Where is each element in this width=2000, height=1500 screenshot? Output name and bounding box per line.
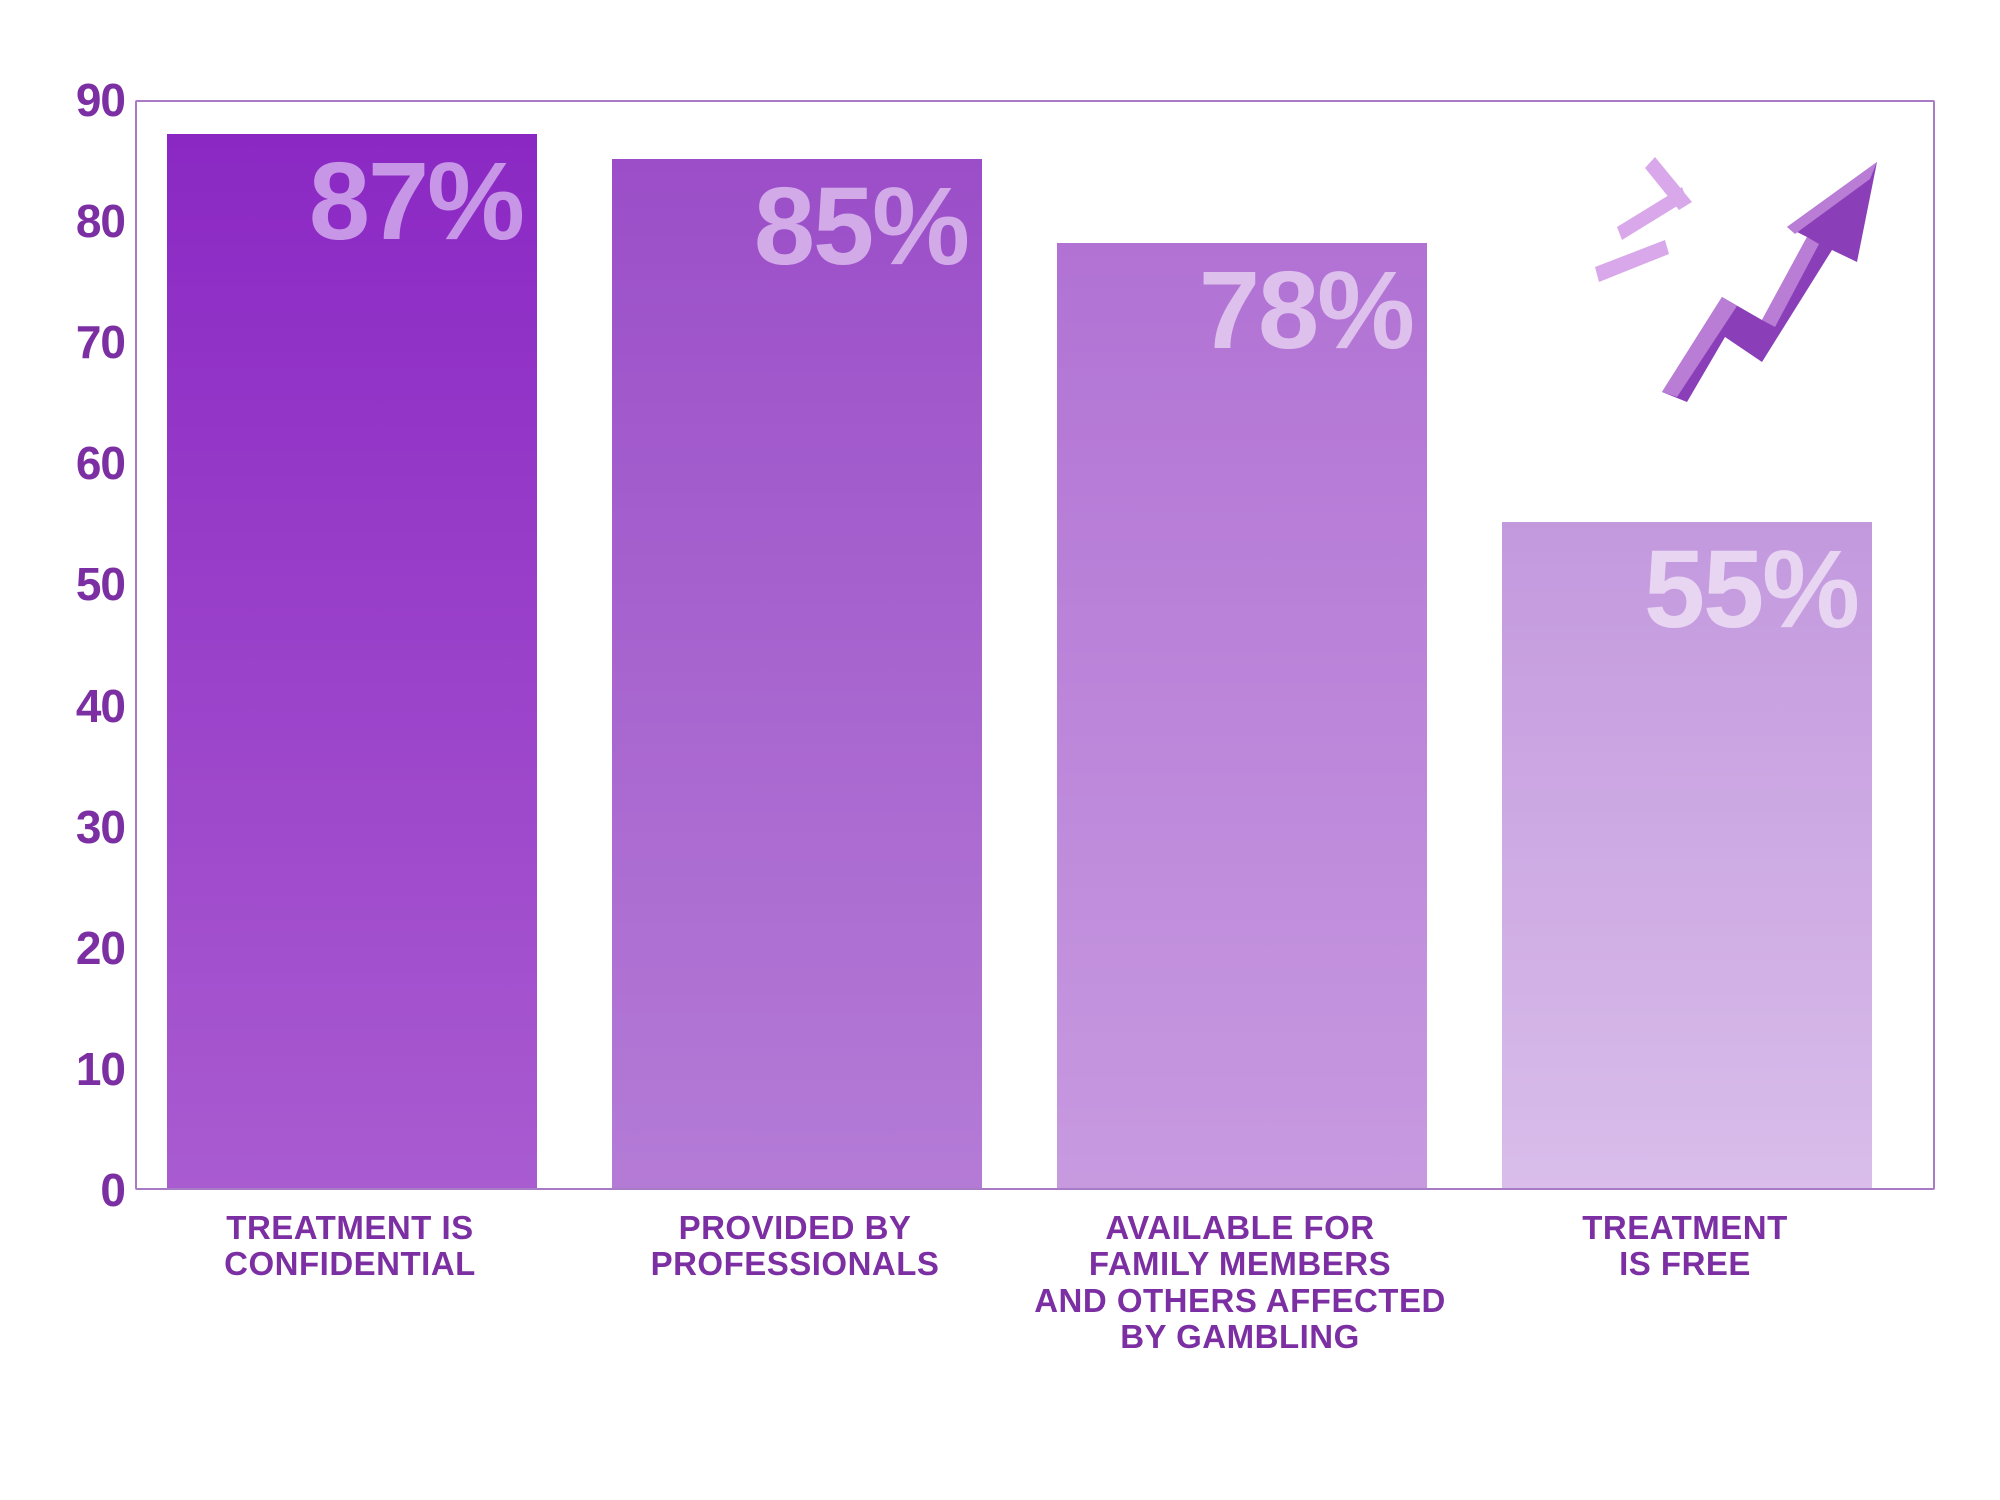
bar: 55% [1502, 522, 1872, 1188]
x-category-label: TREATMENTIS FREE [1460, 1210, 1910, 1283]
y-tick: 40 [55, 679, 125, 733]
y-tick: 60 [55, 436, 125, 490]
x-category-label: TREATMENT ISCONFIDENTIAL [125, 1210, 575, 1283]
x-category-label: AVAILABLE FORFAMILY MEMBERSAND OTHERS AF… [1015, 1210, 1465, 1355]
y-axis: 9080706050403020100 [55, 100, 125, 1190]
x-category-label: PROVIDED BYPROFESSIONALS [570, 1210, 1020, 1283]
y-tick: 90 [55, 73, 125, 127]
bar-chart: 9080706050403020100 87%85%78%55% TREATME… [55, 100, 1945, 1400]
bar-value-label: 55% [1502, 540, 1872, 639]
bar: 85% [612, 159, 982, 1188]
y-tick: 80 [55, 194, 125, 248]
y-tick: 20 [55, 921, 125, 975]
plot-area: 87% 85% 78% 55% [135, 100, 1935, 1190]
y-tick: 70 [55, 315, 125, 369]
bar: 78% [1057, 243, 1427, 1188]
bar-value-label: 78% [1057, 261, 1427, 360]
bar-value-label: 87% [167, 152, 537, 251]
y-tick: 0 [55, 1163, 125, 1217]
bar-value-label: 85% [612, 177, 982, 276]
y-tick: 50 [55, 557, 125, 611]
bar: 87% [167, 134, 537, 1188]
y-tick: 30 [55, 800, 125, 854]
growth-arrow-icon [1537, 122, 1907, 412]
y-tick: 10 [55, 1042, 125, 1096]
